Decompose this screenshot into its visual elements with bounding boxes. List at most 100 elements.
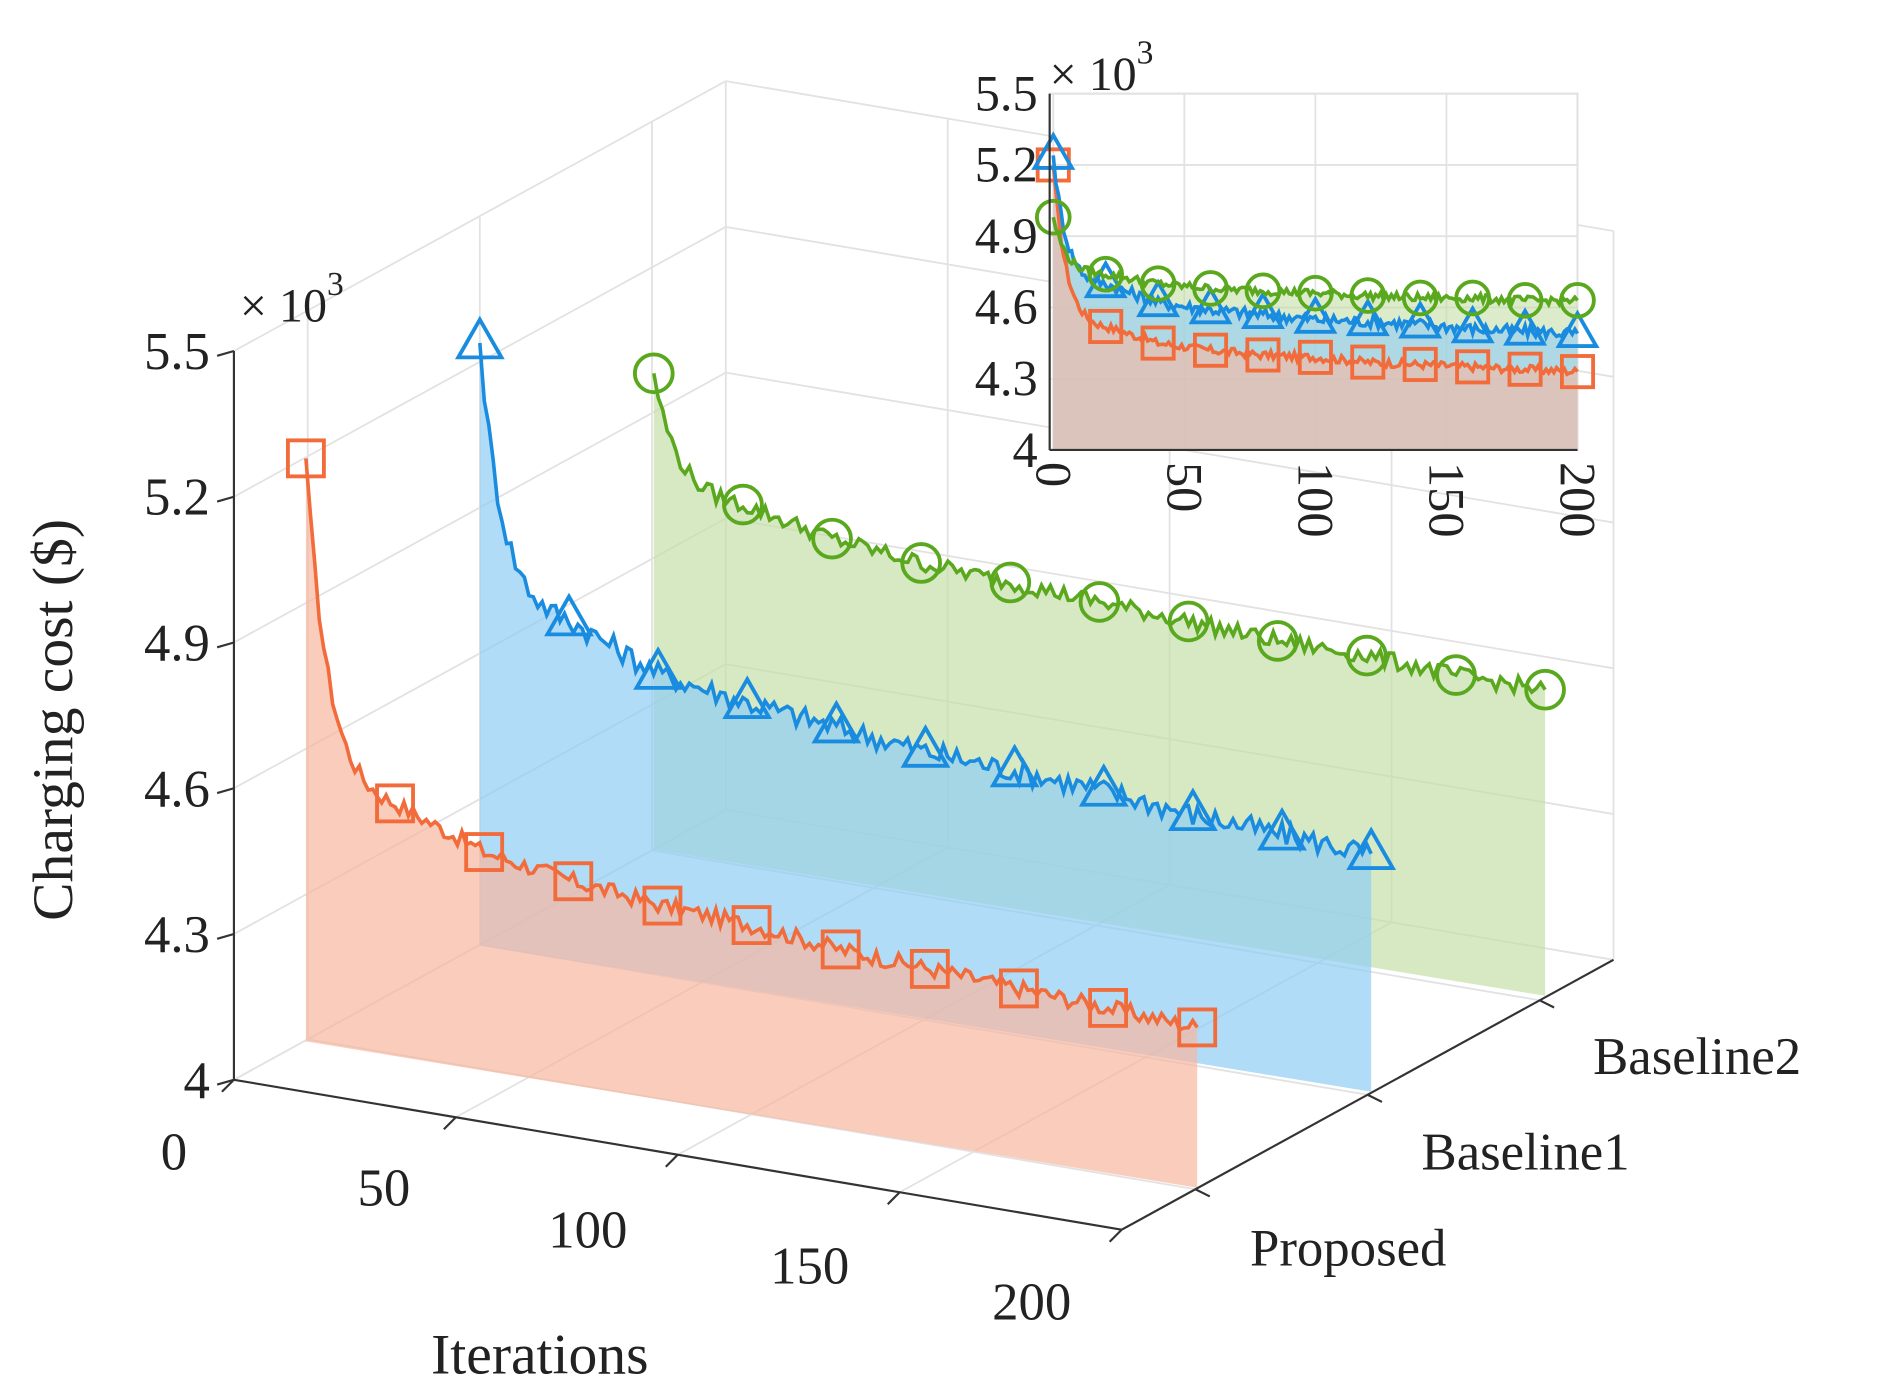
inset-series-marker [1088,308,1124,344]
z-tick-label: 5.5 [144,323,210,381]
inset-series-marker [1293,295,1338,334]
inset-series-line [1051,155,1580,343]
series-marker [1177,1007,1218,1048]
series-marker [375,783,415,824]
series-marker [285,438,326,479]
inset-y-tick-label: 5.2 [975,137,1038,193]
inset-y-multiplier: × 103 [1050,35,1154,101]
series-marker [999,968,1039,1009]
z-tick-label: 4.3 [144,906,210,964]
inset-series-marker [1087,255,1124,293]
series-marker [811,517,853,560]
y-multiplier: × 103 [240,266,344,332]
inset-x-tick-label: 0 [1025,462,1081,487]
inset-series-marker [1507,351,1543,387]
series-marker [1088,988,1129,1028]
series-marker [909,949,950,989]
inset-series-marker [1349,277,1387,314]
x-tick-label: 0 [161,1124,187,1182]
series-marker [900,542,942,584]
inset-series-marker [1402,346,1438,382]
inset-series-marker [1398,299,1443,339]
x-tick [886,1191,901,1206]
series-fill-area [305,458,1198,1188]
depth-tick [1367,1093,1383,1103]
series-marker [989,561,1032,604]
inset-fill-area [1053,164,1578,450]
series-marker [1346,634,1388,677]
series-marker [1524,668,1566,711]
inset-series-marker [1455,349,1491,385]
series-line [652,373,1547,698]
inset-y-tick-label: 4.3 [975,351,1038,407]
series-marker [553,861,594,902]
x-axis-label: Iterations [431,1324,648,1387]
x-tick-label: 100 [548,1202,627,1260]
series-planes [285,315,1566,1188]
series-marker [900,724,951,768]
3d-axes: 4 4.3 4.6 4.9 5.2 5.5 0 50 100 150 200 Proposed Base… [144,323,1801,1332]
x-tick [443,1116,457,1131]
inset-series-marker [1192,270,1229,307]
depth-tick [1194,1188,1211,1198]
inset-y-tick-label: 5.5 [975,65,1038,121]
x-tick [1108,1228,1123,1243]
series-line [304,458,1199,1033]
series-marker [633,646,684,690]
series-marker [722,675,773,719]
series-marker [454,315,505,360]
inset-plot: 4 4.3 4.6 4.9 5.2 5.5 0 50 100 150 200 [975,65,1606,537]
inset-x-tick-label: 50 [1157,462,1213,512]
inset-y-tick-label: 4 [1012,422,1037,478]
inset-series-marker [1555,309,1600,348]
series-marker [820,929,861,970]
depth-tick [1539,999,1555,1009]
series-marker [642,885,683,926]
series-marker [632,352,675,395]
x-tick-label: 200 [992,1274,1071,1332]
inset-series-marker [1345,297,1390,337]
inset-series-marker [1188,285,1233,325]
series-baseline1 [454,315,1397,1092]
z-tick [216,787,235,795]
inset-series-marker [1297,339,1333,375]
inset-x-tick-label: 150 [1419,462,1475,538]
inset-series-marker [1139,265,1177,303]
inset-series-marker [1401,279,1439,317]
inset-series-marker [1244,272,1282,310]
series-marker [731,905,772,946]
series-marker [464,832,505,872]
inset-x-tick-label: 100 [1288,462,1344,538]
z-tick [216,349,235,357]
series-line [478,342,1373,859]
inset-x-tick-label: 200 [1550,462,1606,538]
inset-series-marker [1559,282,1596,319]
series-marker [1167,600,1210,643]
series-marker [989,743,1040,788]
x-axis-line [233,1078,1122,1231]
depth-tick-label: Baseline1 [1422,1124,1630,1182]
z-tick [216,932,235,940]
z-tick [216,495,235,503]
z-tick-label: 4.6 [144,760,210,818]
inset-series-marker [1031,131,1076,170]
inset-series-marker [1503,307,1548,346]
inset-y-tick-label: 4.6 [975,279,1038,335]
series-marker [1078,763,1129,807]
series-marker [1167,787,1218,832]
x-tick [665,1153,679,1168]
y-axis-label: Charging cost ($) [22,519,85,921]
series-marker [1257,806,1307,851]
series-marker [722,483,764,526]
series-proposed [285,438,1218,1188]
series-fill-area [479,342,1372,1092]
x-tick [221,1079,235,1093]
inset-series-marker [1193,332,1229,368]
z-tick-label: 5.2 [144,469,210,527]
z-tick-label: 4 [184,1052,210,1110]
series-marker [1435,654,1477,696]
series-marker [544,592,594,637]
x-tick-label: 50 [357,1160,410,1218]
inset-series-marker [1297,274,1334,312]
